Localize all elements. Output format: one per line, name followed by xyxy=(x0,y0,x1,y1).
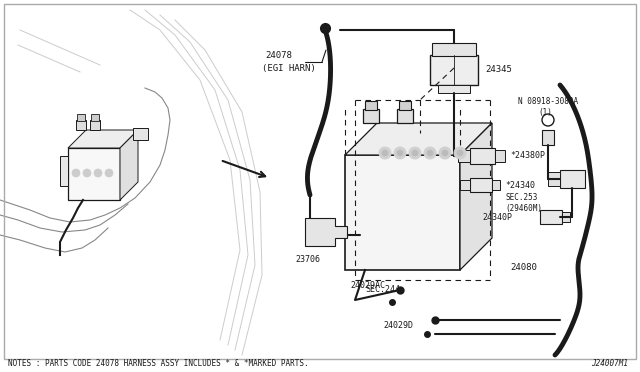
Circle shape xyxy=(394,147,406,159)
Bar xyxy=(76,120,86,130)
Circle shape xyxy=(454,147,466,159)
Bar xyxy=(91,114,99,121)
Bar xyxy=(495,150,505,162)
Circle shape xyxy=(457,150,463,156)
Circle shape xyxy=(412,150,418,156)
Bar xyxy=(133,128,148,140)
Circle shape xyxy=(382,150,388,156)
Circle shape xyxy=(442,150,448,156)
Bar xyxy=(432,43,476,56)
Bar xyxy=(430,55,478,85)
Text: SEC.253: SEC.253 xyxy=(505,193,538,202)
Bar xyxy=(68,148,120,200)
Bar xyxy=(60,156,68,186)
Bar xyxy=(562,212,570,222)
Bar xyxy=(548,172,560,186)
Text: 24029AC: 24029AC xyxy=(350,280,385,289)
Bar xyxy=(438,85,470,93)
Text: J24007M1: J24007M1 xyxy=(591,359,628,369)
Text: NOTES : PARTS CODE 24078 HARNESS ASSY INCLUDES * & *MARKED PARTS.: NOTES : PARTS CODE 24078 HARNESS ASSY IN… xyxy=(8,359,308,369)
Text: (EGI HARN): (EGI HARN) xyxy=(262,64,316,73)
Bar xyxy=(345,155,460,270)
Circle shape xyxy=(397,150,403,156)
Circle shape xyxy=(105,169,113,177)
Text: (29460M): (29460M) xyxy=(505,205,542,214)
Text: 24340P: 24340P xyxy=(482,212,512,221)
Circle shape xyxy=(439,147,451,159)
Bar xyxy=(460,180,470,190)
Circle shape xyxy=(94,169,102,177)
Text: *24380P: *24380P xyxy=(510,151,545,160)
Circle shape xyxy=(424,147,436,159)
Bar xyxy=(560,170,585,188)
Bar xyxy=(397,109,413,123)
Bar xyxy=(470,148,495,164)
Bar xyxy=(90,120,100,130)
Polygon shape xyxy=(345,123,492,155)
Bar xyxy=(365,101,377,110)
Text: N 08918-3082A: N 08918-3082A xyxy=(518,97,578,106)
Polygon shape xyxy=(120,130,138,200)
Text: 24080: 24080 xyxy=(510,263,537,273)
Text: 24029D: 24029D xyxy=(383,321,413,330)
Circle shape xyxy=(379,147,391,159)
Bar xyxy=(77,114,85,121)
Bar xyxy=(542,130,554,145)
Circle shape xyxy=(83,169,91,177)
Bar xyxy=(492,180,500,190)
Text: 24345: 24345 xyxy=(485,65,512,74)
Circle shape xyxy=(72,169,80,177)
Polygon shape xyxy=(305,218,347,246)
Bar xyxy=(540,210,562,224)
Bar xyxy=(470,178,492,192)
Text: *24340: *24340 xyxy=(505,180,535,189)
Bar xyxy=(399,101,411,110)
Text: 23706: 23706 xyxy=(295,256,320,264)
Bar xyxy=(458,150,470,162)
Polygon shape xyxy=(460,123,492,270)
Circle shape xyxy=(427,150,433,156)
Bar xyxy=(363,109,379,123)
Text: 24078: 24078 xyxy=(265,51,292,60)
Text: (1): (1) xyxy=(538,108,552,116)
Circle shape xyxy=(409,147,421,159)
Polygon shape xyxy=(68,130,138,148)
Text: SEC.244: SEC.244 xyxy=(365,285,400,295)
